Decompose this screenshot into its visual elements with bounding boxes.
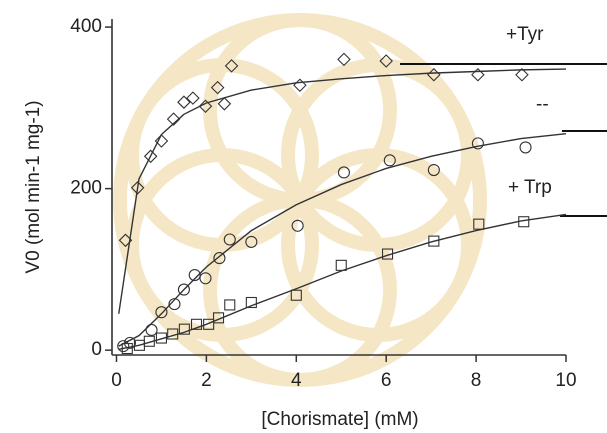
y-axis-label: V0 (mol min-1 mg-1) [23, 100, 44, 273]
marker-circle [117, 340, 130, 353]
marker-square [381, 248, 394, 260]
fit-curve [118, 132, 567, 347]
marker-diamond [166, 112, 181, 126]
marker-diamond [198, 99, 213, 114]
x-tick-label: 10 [555, 370, 576, 391]
fit-curve [118, 213, 567, 351]
marker-circle [168, 298, 181, 311]
marker-square [121, 342, 133, 355]
marker-circle [471, 137, 484, 150]
marker-circle [519, 141, 532, 154]
marker-square [224, 299, 236, 311]
marker-square [428, 235, 440, 247]
y-tick-label: 200 [70, 178, 102, 199]
marker-circle [383, 154, 396, 167]
series-label: + Trp [508, 177, 552, 198]
marker-square [290, 289, 302, 301]
marker-diamond [217, 97, 232, 111]
marker-square [212, 312, 225, 324]
right-stubs [400, 63, 607, 217]
x-tick-label: 8 [471, 370, 482, 391]
marker-square [143, 335, 155, 347]
marker-diamond [177, 95, 191, 109]
watermark [113, 13, 487, 387]
marker-diamond [154, 134, 169, 148]
marker-square [203, 318, 215, 330]
marker-diamond [210, 80, 225, 95]
marker-diamond [427, 67, 441, 82]
marker-circle [213, 252, 226, 265]
marker-diamond [379, 54, 393, 68]
marker-circle [123, 336, 137, 349]
marker-circle [245, 235, 258, 248]
x-tick-label: 0 [111, 370, 122, 391]
marker-square [190, 318, 203, 330]
y-tick-label: 0 [91, 339, 102, 360]
marker-diamond [224, 59, 239, 73]
marker-diamond [130, 181, 145, 195]
marker-diamond [143, 149, 158, 164]
marker-diamond [118, 233, 133, 248]
marker-circle [155, 306, 168, 319]
marker-diamond [186, 91, 200, 105]
marker-square [155, 332, 167, 344]
series-label: -- [536, 94, 549, 115]
y-tick-label: 400 [70, 16, 102, 37]
marker-circle [188, 268, 201, 282]
x-tick-label: 2 [201, 370, 212, 391]
marker-circle [177, 283, 190, 296]
x-tick-label: 4 [291, 370, 302, 391]
marker-square [473, 218, 485, 230]
marker-diamond [515, 67, 529, 82]
marker-circle [199, 272, 212, 285]
series-label: +Tyr [506, 24, 544, 45]
marker-circle [145, 323, 158, 337]
marker-diamond [471, 67, 485, 82]
marker-diamond [337, 52, 351, 67]
marker-circle [427, 163, 440, 177]
marker-square [167, 328, 179, 340]
marker-square [178, 323, 190, 335]
marker-square [518, 216, 530, 228]
marker-square [335, 259, 347, 271]
marker-square [245, 296, 257, 309]
marker-diamond [293, 78, 307, 93]
x-tick-label: 6 [381, 370, 392, 391]
x-axis-label: [Chorismate] (mM) [261, 409, 418, 430]
marker-circle [291, 219, 304, 232]
marker-circle [223, 233, 236, 246]
marker-circle [337, 166, 350, 179]
